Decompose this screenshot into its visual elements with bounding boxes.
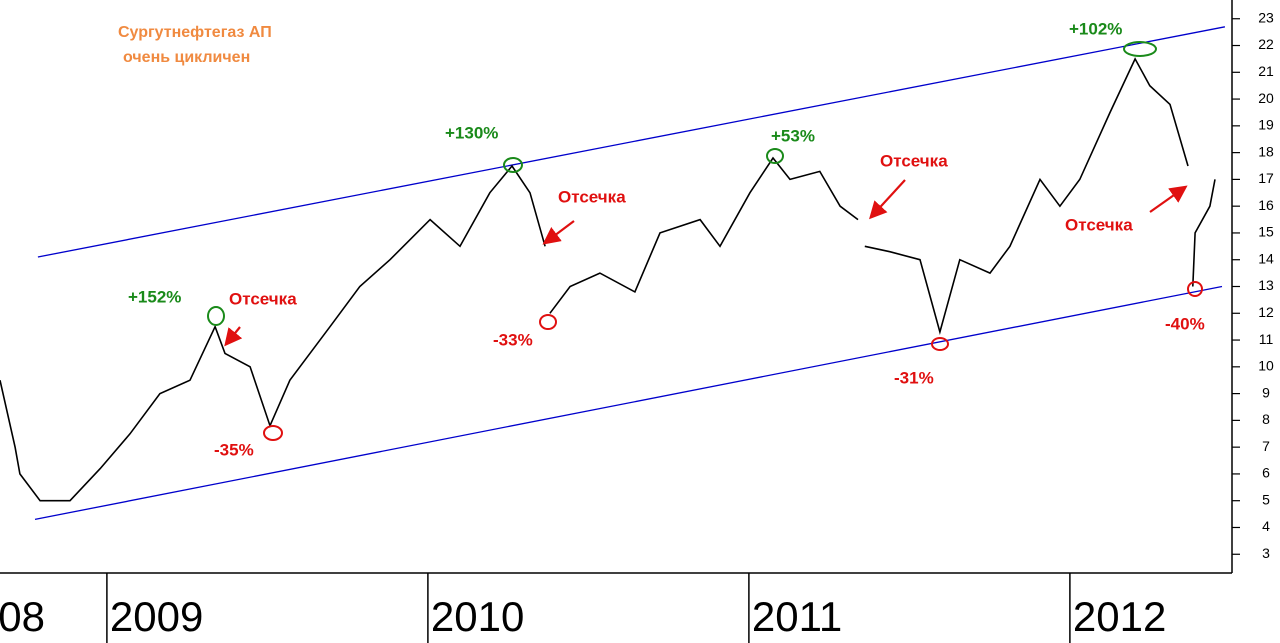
arrow: [224, 326, 243, 347]
y-tick-label: 18: [1258, 143, 1274, 159]
annotation: +130%: [445, 123, 498, 142]
y-tick-label: 4: [1262, 518, 1270, 534]
annotation: Отсечка: [229, 289, 297, 308]
marker-circle: [539, 314, 557, 330]
chart-subtitle: очень цикличен: [123, 49, 250, 66]
trend-line: [34, 285, 1223, 521]
y-tick-label: 3: [1262, 545, 1270, 561]
chart-title: Сургутнефтегаз АП: [118, 24, 272, 41]
marker-circle: [263, 425, 283, 441]
y-tick-label: 11: [1259, 331, 1274, 347]
marker-circle: [1123, 41, 1157, 57]
marker-circle: [1187, 281, 1203, 297]
arrow: [869, 179, 906, 220]
marker-circle: [931, 337, 949, 351]
y-tick-label: 19: [1258, 117, 1274, 133]
annotation: -33%: [493, 330, 533, 349]
y-tick-label: 14: [1258, 250, 1274, 266]
y-tick-label: 8: [1262, 411, 1270, 427]
y-tick-label: 21: [1258, 63, 1274, 79]
annotation: Отсечка: [880, 151, 948, 170]
trend-line: [37, 26, 1226, 258]
y-tick-label: 10: [1258, 358, 1274, 374]
y-tick-label: 5: [1262, 491, 1270, 507]
y-tick-label: 22: [1258, 36, 1274, 52]
y-tick-label: 23: [1258, 9, 1274, 25]
arrow: [1149, 185, 1188, 213]
annotation: +152%: [128, 287, 181, 306]
y-tick-label: 9: [1262, 384, 1270, 400]
y-tick-label: 6: [1262, 465, 1270, 481]
marker-circle: [207, 306, 225, 326]
y-tick-label: 12: [1258, 304, 1274, 320]
annotation: +53%: [771, 126, 815, 145]
y-tick-label: 15: [1258, 224, 1274, 240]
annotation: +102%: [1069, 19, 1122, 38]
marker-circle: [503, 157, 523, 173]
x-tick-label: 2011: [752, 593, 842, 640]
y-tick-label: 20: [1258, 90, 1274, 106]
y-tick-label: 13: [1258, 277, 1274, 293]
annotation: -35%: [214, 440, 254, 459]
x-tick-label: 2012: [1073, 593, 1166, 640]
x-tick-label: 2010: [431, 593, 524, 640]
annotation: Отсечка: [1065, 215, 1133, 234]
y-tick-label: 7: [1262, 438, 1270, 454]
x-tick-label: 2009: [110, 593, 203, 640]
arrow: [542, 220, 575, 245]
annotation: -40%: [1165, 314, 1205, 333]
y-tick-label: 17: [1258, 170, 1274, 186]
annotation: -31%: [894, 368, 934, 387]
y-tick-label: 16: [1258, 197, 1274, 213]
annotation: Отсечка: [558, 187, 626, 206]
x-tick-label: 2008: [0, 593, 45, 640]
price-line: [0, 57, 1216, 502]
marker-circle: [766, 148, 784, 164]
